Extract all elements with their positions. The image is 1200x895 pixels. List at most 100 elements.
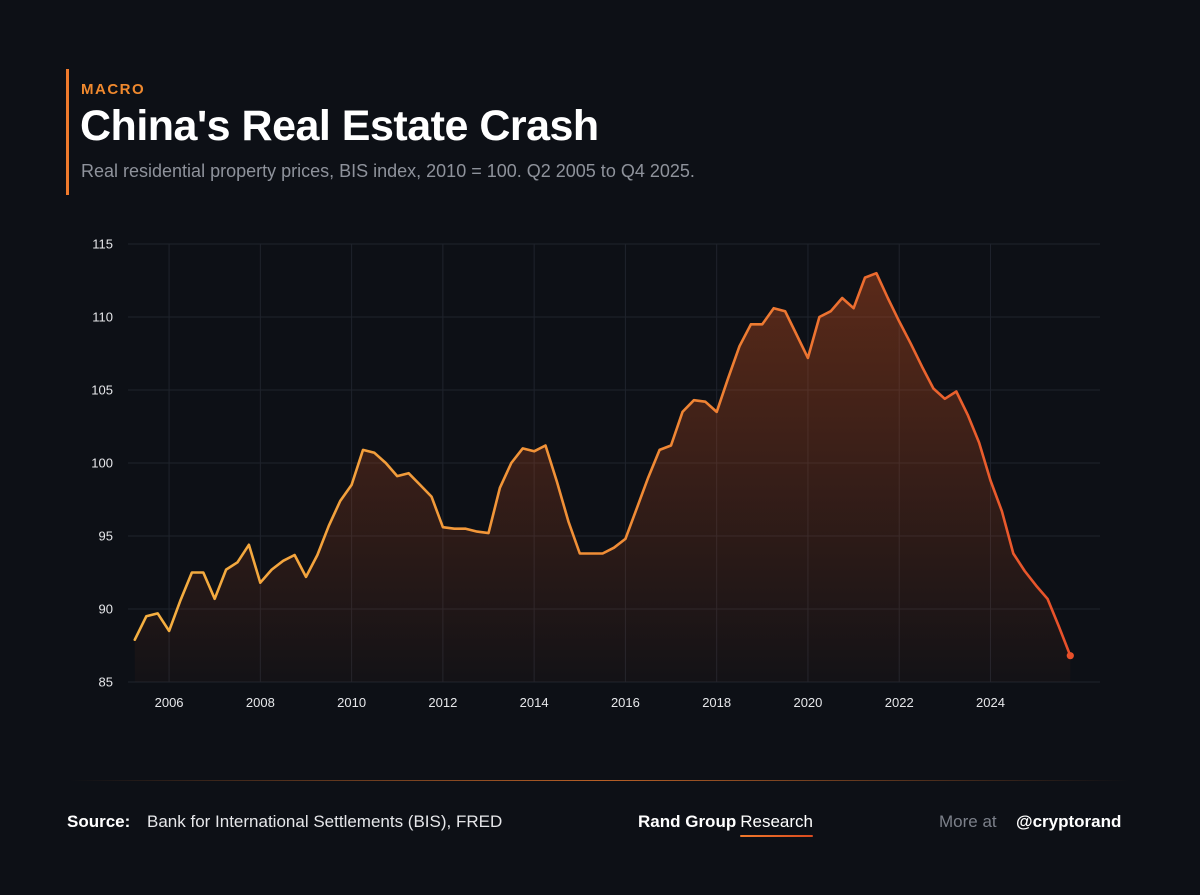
data-point [647,476,649,478]
data-point [430,495,432,497]
data-points [134,276,1074,660]
data-point [328,525,330,527]
x-tick-label: 2010 [337,695,366,710]
data-point [282,560,284,562]
y-tick-label: 110 [92,310,113,325]
data-point [385,462,387,464]
data-point [967,414,969,416]
data-point [795,333,797,335]
data-point [465,528,467,530]
data-point [1058,625,1060,627]
data-point [613,547,615,549]
data-point [773,307,775,309]
data-point [271,568,273,570]
data-point [396,475,398,477]
data-point [305,576,307,578]
y-tick-label: 105 [91,383,113,398]
data-point [453,528,455,530]
data-point [830,310,832,312]
social-handle[interactable]: @cryptorand [1016,812,1122,831]
data-point [978,441,980,443]
data-point [191,571,193,573]
data-point [658,449,660,451]
data-point [316,554,318,556]
data-point [134,639,136,641]
data-point [818,316,820,318]
y-tick-label: 115 [92,237,113,252]
data-point [157,612,159,614]
data-point [236,561,238,563]
brand-subtitle-text: Research [740,812,813,831]
series-line [133,271,1072,657]
data-point [624,538,626,540]
data-point [601,552,603,554]
data-point [339,500,341,502]
data-point [1001,510,1003,512]
data-point [932,387,934,389]
data-point [693,399,695,401]
data-point [944,398,946,400]
data-point [487,532,489,534]
brand-underline [740,835,813,837]
x-tick-label: 2008 [246,695,275,710]
y-tick-label: 100 [91,456,113,471]
data-point [636,507,638,509]
data-point [989,479,991,481]
data-point [259,582,261,584]
footer-divider [70,780,1130,781]
latest-data-point [1066,652,1074,660]
data-point [225,568,227,570]
data-point [179,599,181,601]
data-point [248,544,250,546]
source-text: Bank for International Settlements (BIS)… [147,812,503,831]
data-point [761,323,763,325]
x-tick-label: 2022 [885,695,914,710]
data-point [738,345,740,347]
y-tick-label: 95 [99,529,113,544]
data-point [864,276,866,278]
x-tick-label: 2024 [976,695,1005,710]
data-point [202,571,204,573]
data-point [852,307,854,309]
brand-link[interactable]: Rand Group Research [638,812,813,837]
data-point [579,552,581,554]
data-point [407,472,409,474]
data-point [522,447,524,449]
data-point [499,487,501,489]
data-point [1012,552,1014,554]
data-point [807,357,809,359]
data-point [909,342,911,344]
y-tick-label: 90 [99,602,113,617]
data-point [476,530,478,532]
data-point [556,481,558,483]
x-tick-label: 2018 [702,695,731,710]
category-kicker: MACRO [81,81,146,98]
data-point [670,444,672,446]
data-point [887,297,889,299]
source-label: Source: [67,812,131,831]
data-point [533,450,535,452]
data-point [419,484,421,486]
data-point [145,615,147,617]
y-axis-ticks: 85 90 95 100 105 110 115 [91,237,113,690]
data-point [442,526,444,528]
data-point [681,411,683,413]
data-point [373,452,375,454]
data-point [1023,570,1025,572]
data-point [590,552,592,554]
data-point [544,444,546,446]
y-tick-label: 85 [99,675,113,690]
data-point [350,484,352,486]
data-point [921,365,923,367]
data-point [898,320,900,322]
chart-subtitle: Real residential property prices, BIS in… [81,161,695,181]
x-tick-label: 2016 [611,695,640,710]
data-point [784,310,786,312]
data-point [567,520,569,522]
x-tick-label: 2020 [793,695,822,710]
series-area [134,273,1071,682]
brand-subtitle: Research [740,812,813,837]
data-point [716,411,718,413]
data-point [293,554,295,556]
